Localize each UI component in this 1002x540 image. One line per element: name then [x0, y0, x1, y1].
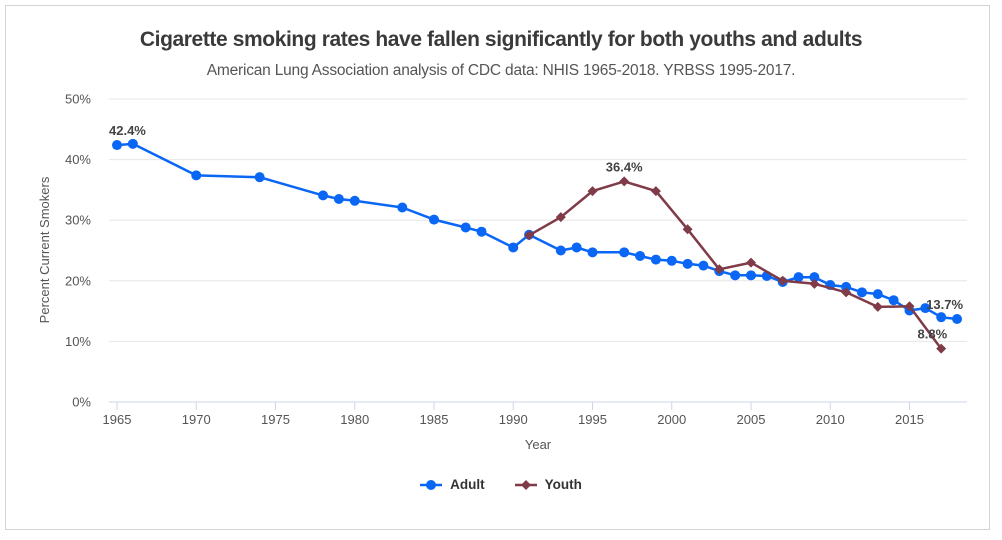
x-tick-label: 1965: [103, 412, 132, 427]
adult-point: [730, 270, 741, 281]
y-tick-label: 50%: [65, 92, 91, 107]
x-tick-label: 1975: [261, 412, 290, 427]
youth-point: [682, 224, 693, 235]
adult-point: [936, 312, 947, 323]
adult-point: [191, 170, 202, 181]
adult-point: [952, 313, 963, 324]
adult-point: [318, 190, 329, 201]
adult-point: [619, 247, 630, 258]
adult-point: [555, 245, 566, 256]
x-tick-label: 1990: [499, 412, 528, 427]
adult-point: [856, 287, 867, 298]
axis-layer: 0% 10% 20% 30% 40% 50% 1965 1970 1975 1980 1985 199…: [65, 92, 967, 427]
legend-label-youth: Youth: [544, 477, 582, 492]
series-youth: [524, 176, 947, 354]
youth-point: [650, 186, 661, 197]
adult-point: [397, 202, 408, 213]
adult-point: [698, 260, 709, 271]
x-tick-label: 1995: [578, 412, 607, 427]
chart-frame: [5, 5, 990, 530]
adult-point: [746, 270, 756, 281]
adult-point: [587, 247, 598, 258]
youth-point: [587, 186, 598, 197]
x-tick-label: 2000: [657, 412, 686, 427]
adult-point: [333, 193, 344, 204]
diamond-marker-icon: [514, 479, 537, 490]
adult-point: [460, 222, 471, 233]
youth-point: [619, 176, 630, 187]
adult-point: [254, 172, 265, 183]
adult-point: [888, 295, 899, 306]
adult-point: [793, 272, 804, 283]
adult-point: [508, 242, 519, 253]
adult-point: [571, 242, 582, 253]
data-label-adult: 42.4%: [109, 123, 146, 138]
youth-point: [746, 257, 756, 268]
adult-point: [650, 254, 661, 265]
legend: Adult Youth: [0, 477, 1002, 492]
adult-point: [429, 214, 439, 225]
y-tick-label: 10%: [65, 334, 91, 349]
data-label-adult: 13.7%: [926, 297, 963, 312]
adult-point: [476, 226, 487, 237]
circle-marker-icon: [420, 479, 443, 490]
y-axis-title: Percent Current Smokers: [37, 176, 52, 323]
data-label-youth: 8.8%: [918, 327, 948, 342]
label-layer: 42.4% 36.4% 13.7% 8.8%: [109, 123, 963, 342]
legend-item-adult[interactable]: Adult: [420, 477, 485, 492]
adult-point: [112, 140, 122, 151]
adult-point: [349, 195, 360, 206]
adult-point: [872, 289, 883, 300]
y-tick-label: 40%: [65, 152, 91, 167]
x-tick-label: 1985: [420, 412, 449, 427]
y-tick-label: 0%: [72, 395, 91, 410]
x-tick-label: 2015: [895, 412, 924, 427]
x-tick-label: 1980: [340, 412, 369, 427]
data-label-youth: 36.4%: [606, 159, 643, 174]
adult-point: [666, 255, 677, 266]
y-tick-label: 30%: [65, 213, 91, 228]
legend-label-adult: Adult: [450, 477, 485, 492]
youth-point: [524, 230, 535, 241]
legend-item-youth[interactable]: Youth: [514, 477, 582, 492]
x-tick-label: 2005: [737, 412, 766, 427]
adult-point: [127, 138, 138, 149]
adult-point: [841, 281, 852, 292]
adult-point: [920, 303, 931, 314]
youth-point: [872, 301, 883, 312]
y-tick-label: 20%: [65, 273, 91, 288]
chart-subtitle: American Lung Association analysis of CD…: [206, 62, 796, 79]
x-tick-label: 1970: [182, 412, 211, 427]
youth-point: [809, 278, 820, 289]
youth-line: [527, 180, 943, 350]
x-tick-label: 2010: [816, 412, 845, 427]
grid-layer: [109, 98, 967, 342]
youth-point: [777, 275, 788, 286]
x-axis-title: Year: [525, 437, 552, 452]
youth-point: [555, 212, 566, 223]
youth-point: [904, 301, 915, 312]
chart-title: Cigarette smoking rates have fallen sign…: [139, 28, 863, 51]
youth-point: [714, 264, 725, 275]
series-layer: [112, 138, 963, 354]
youth-point: [936, 343, 947, 354]
adult-point: [682, 258, 693, 269]
adult-point: [635, 250, 646, 261]
youth-point: [841, 287, 852, 298]
adult-point: [809, 272, 820, 283]
